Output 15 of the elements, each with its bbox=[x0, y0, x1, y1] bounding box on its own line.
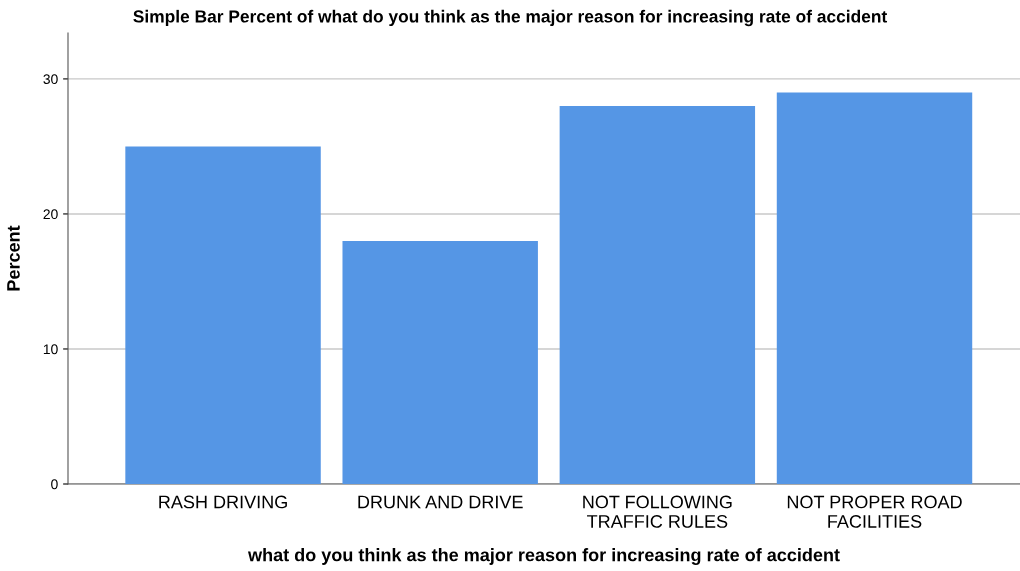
y-tick-label: 10 bbox=[43, 344, 58, 355]
y-tick-label: 0 bbox=[51, 479, 58, 490]
x-tick-label: NOT PROPER ROAD FACILITIES bbox=[787, 495, 962, 528]
y-axis-title: Percent bbox=[7, 225, 20, 291]
x-axis-title: what do you think as the major reason for increasing rate of accident bbox=[247, 548, 840, 565]
bar bbox=[342, 240, 538, 484]
x-tick-label: NOT FOLLOWING TRAFFIC RULES bbox=[583, 495, 732, 528]
y-tick-label: 20 bbox=[43, 209, 58, 220]
y-tick-label: 30 bbox=[43, 74, 58, 85]
x-tick-label: DRUNK AND DRIVE bbox=[358, 495, 523, 509]
bar bbox=[776, 92, 973, 484]
x-tick-label: RASH DRIVING bbox=[159, 495, 287, 509]
chart-title: Simple Bar Percent of what do you think as the major reason for increasing rate of accident bbox=[133, 9, 888, 27]
bar bbox=[125, 146, 321, 484]
bar bbox=[559, 105, 756, 484]
